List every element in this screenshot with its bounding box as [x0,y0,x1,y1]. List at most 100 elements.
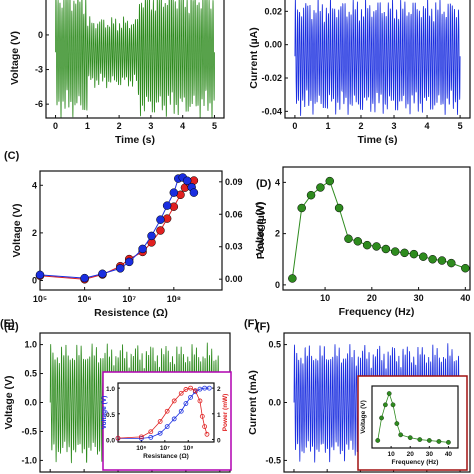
data-point [325,176,334,186]
x-tick-label: 5 [458,121,463,131]
x-tick-label: 30 [426,451,434,458]
y-tick-label: -0.04 [261,106,282,116]
y-tick-label: 0 [275,280,280,290]
inset-point-power [115,435,121,441]
inset-point-power [171,398,177,404]
data-point [447,258,456,268]
inset-chart: 10⁶ 10⁷ 10⁸ 0.0 0.5 1.0 0 1 2 Resistance (Ω) Volta… [101,382,229,460]
panel-a-voltage-time: 0 1 2 3 4 5 -6 -3 0 Time (s) Voltage (V) [9,0,225,146]
x-axis-label: Resistence (Ω) [94,307,168,319]
inset-point [446,440,451,445]
y2-tick-label: 0.00 [225,274,243,284]
x-tick-label: 10⁷ [122,294,136,304]
data-point [297,203,306,213]
inset-x-tick-label: 10⁶ [136,445,146,452]
inset-point-voltage [139,436,144,441]
y-tick-label: 0.5 [268,340,281,350]
x-tick-label: 5 [212,121,217,131]
y-axis-label: Voltage (V) [11,203,23,257]
x-tick-label: 10⁵ [33,294,47,304]
y-tick-label: -0.5 [265,455,281,465]
inset-x-tick-label: 10⁷ [160,445,170,452]
panel-label: (D) [256,178,272,190]
inset-point-power [192,388,198,394]
inset-point [407,435,413,441]
x-tick-label: 40 [445,451,453,458]
data-point-power [116,264,125,273]
x-axis-label: Frequency (Hz) [339,306,415,318]
inset-chart: 10 20 30 40 Frequency (Hz) Voltage (V) [360,385,459,466]
data-point-voltage [156,226,165,235]
y2-tick-label: 2 [217,386,221,393]
data-point-power [124,257,134,267]
x-tick-label: 20 [407,451,415,458]
inset-point [394,421,400,426]
y-tick-label: 0 [32,275,37,285]
inset-point-voltage [183,401,189,406]
inset-point-voltage [202,385,208,391]
data-point-power [138,244,147,254]
inset-point-voltage [148,434,154,440]
data-point [288,274,297,283]
data-point [400,248,409,258]
y-tick-label: -3 [35,65,43,75]
y2-tick-label: 0 [217,437,221,444]
inset-point [390,402,396,408]
inset-point-voltage [178,408,184,414]
inset-point-power [139,434,144,440]
y-tick-label: 0.00 [264,40,282,50]
data-point [344,234,353,243]
inset-y-axis-label: Voltage (V) [101,396,108,429]
data-point [390,247,400,256]
x-tick-label: 1 [325,121,330,131]
y-tick-label: 0.5 [24,369,37,379]
y2-tick-label: 1 [217,412,221,419]
data-point-power [162,201,172,210]
y-tick-label: 2 [32,228,37,238]
inset-x-axis-label: Resistance (Ω) [143,453,189,460]
y-tick-label: -0.5 [21,426,37,436]
data-point [381,244,391,254]
data-point-power [80,273,89,283]
y-axis-label: Voltage (V) [9,31,21,85]
inset-point-voltage [188,394,193,400]
data-point [353,237,363,246]
data-point [409,249,419,259]
plot-frame [39,170,223,291]
inset-point-voltage [157,430,163,436]
inset-point-power [202,424,208,430]
signal-trace [55,0,215,119]
x-tick-label: 1 [85,121,90,131]
panel-c-resistance-sweep: 10⁶ 10⁷ 10⁸ 10⁵ 0 2 4 0.00 0.03 0.06 0.09 Resistenc… [4,150,267,319]
inset-y2-axis-label: Power (mW) [222,394,229,432]
inset-point [375,438,381,443]
inset-point-voltage [206,385,212,391]
panel-label: (C) [4,150,20,162]
data-point-power [169,188,179,197]
inset-point [379,415,384,421]
x-tick-label: 10⁶ [78,294,92,304]
inset-point [436,439,442,444]
x-axis-label: Time (s) [115,134,155,146]
data-point-power [156,215,165,224]
y-tick-label: 1.0 [24,340,37,350]
y2-axis-label: Power (µW) [255,202,267,259]
data-point [372,242,381,251]
inset-point-voltage [197,386,203,392]
x-axis-label: Time (s) [357,134,397,146]
y-tick-label: 2 [275,229,280,239]
inset-y-axis-label: Voltage (V) [360,400,367,433]
y2-tick-label: 0.09 [225,177,243,187]
y-tick-label: 0.5 [106,412,115,419]
data-point-power [147,231,156,241]
y-tick-label: 4 [275,177,280,187]
plot-frame [282,166,471,291]
y-tick-label: 1.0 [106,386,115,393]
inset-point-voltage [164,424,170,430]
data-point [437,256,447,265]
inset-point-power [178,390,184,396]
panel-label: (E) [0,318,15,330]
x-tick-label: 2 [117,121,122,131]
inset-frame [371,385,459,449]
